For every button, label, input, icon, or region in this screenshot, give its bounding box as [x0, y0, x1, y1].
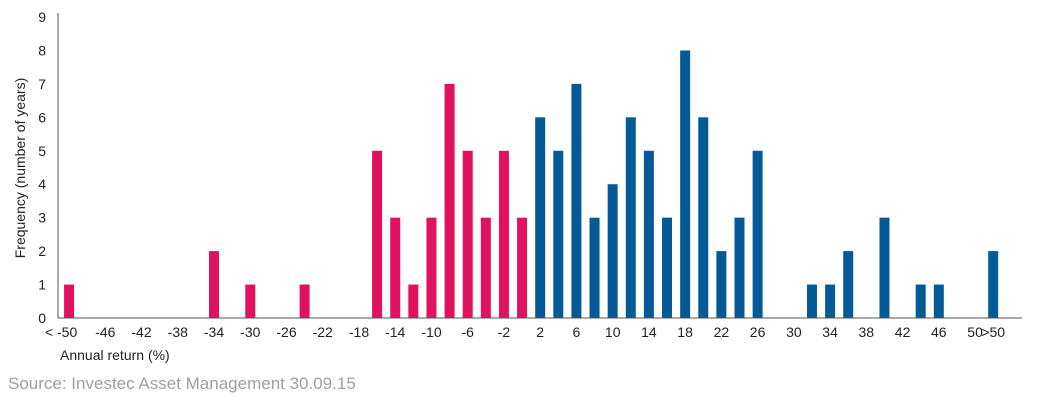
- bar-8: [589, 217, 600, 318]
- x-tick-label: 6: [573, 324, 581, 340]
- bar--8: [444, 83, 455, 318]
- x-tick-label: < -50: [45, 324, 78, 340]
- x-tick-label: 14: [641, 324, 657, 340]
- x-tick-label: -42: [131, 324, 151, 340]
- bar-44: [915, 284, 926, 318]
- y-tick-label: 4: [38, 176, 46, 192]
- x-tick-label: -22: [313, 324, 333, 340]
- x-tick-label: 50: [967, 324, 983, 340]
- bar-2: [535, 117, 546, 318]
- x-tick-labels: < -50 -46 -42 -38 -34 -30 -26 -22 -18 -14 -10 -6 -2 2…: [45, 324, 1005, 340]
- y-tick-label: 0: [38, 310, 46, 326]
- bar-4: [553, 150, 564, 318]
- bar-< -50: [64, 284, 75, 318]
- y-tick-label: 5: [38, 143, 46, 159]
- bar-40: [879, 217, 890, 318]
- bar--12: [408, 284, 419, 318]
- bar--2: [498, 150, 509, 318]
- bar-10: [607, 184, 618, 318]
- bar-26: [752, 150, 763, 318]
- bar--16: [372, 150, 383, 318]
- x-tick-label: -10: [421, 324, 441, 340]
- bar--24: [299, 284, 310, 318]
- x-tick-label: 38: [859, 324, 875, 340]
- y-tick-label: 6: [38, 109, 46, 125]
- bar--14: [390, 217, 401, 318]
- y-axis-label: Frequency (number of years): [12, 78, 28, 259]
- x-tick-label: 2: [536, 324, 544, 340]
- x-tick-label: -30: [240, 324, 260, 340]
- x-tick-label: 10: [605, 324, 621, 340]
- x-tick-label: -14: [385, 324, 405, 340]
- x-tick-label: 34: [822, 324, 838, 340]
- bar-14: [643, 150, 654, 318]
- x-tick-label: -46: [95, 324, 115, 340]
- y-tick-label: 7: [38, 76, 46, 92]
- bar-20: [698, 117, 709, 318]
- bar-36: [843, 251, 854, 318]
- y-tick-label: 2: [38, 243, 46, 259]
- x-tick-label: 22: [714, 324, 730, 340]
- y-tick-label: 1: [38, 277, 46, 293]
- x-tick-label: 46: [931, 324, 947, 340]
- x-axis-label: Annual return (%): [60, 347, 170, 363]
- x-tick-label: -26: [276, 324, 296, 340]
- x-tick-label: -6: [461, 324, 474, 340]
- x-tick-label: -34: [204, 324, 224, 340]
- bar-22: [716, 251, 727, 318]
- bar--10: [426, 217, 437, 318]
- bar--4: [480, 217, 491, 318]
- x-tick-label: -18: [349, 324, 369, 340]
- y-tick-label: 9: [38, 9, 46, 25]
- bar-6: [571, 83, 582, 318]
- bar->50: [988, 251, 999, 318]
- y-tick-label: 3: [38, 210, 46, 226]
- bar-46: [933, 284, 944, 318]
- bar-16: [662, 217, 673, 318]
- bar-24: [734, 217, 745, 318]
- x-tick-label: 18: [677, 324, 693, 340]
- bar-34: [825, 284, 836, 318]
- bar--34: [209, 251, 220, 318]
- x-tick-label: 30: [786, 324, 802, 340]
- bar-18: [680, 50, 691, 318]
- bar-32: [806, 284, 817, 318]
- y-tick-labels: 0 1 2 3 4 5 6 7 8 9: [38, 9, 46, 326]
- y-tick-label: 8: [38, 42, 46, 58]
- bar--6: [462, 150, 473, 318]
- bar-0: [517, 217, 528, 318]
- x-tick-label: 42: [895, 324, 911, 340]
- source-note: Source: Investec Asset Management 30.09.…: [8, 374, 356, 393]
- bars-group: [64, 50, 999, 318]
- bar-12: [625, 117, 636, 318]
- x-tick-label: >50: [981, 324, 1005, 340]
- bar--30: [245, 284, 256, 318]
- x-tick-label: -38: [168, 324, 188, 340]
- x-tick-label: -2: [498, 324, 511, 340]
- x-tick-label: 26: [750, 324, 766, 340]
